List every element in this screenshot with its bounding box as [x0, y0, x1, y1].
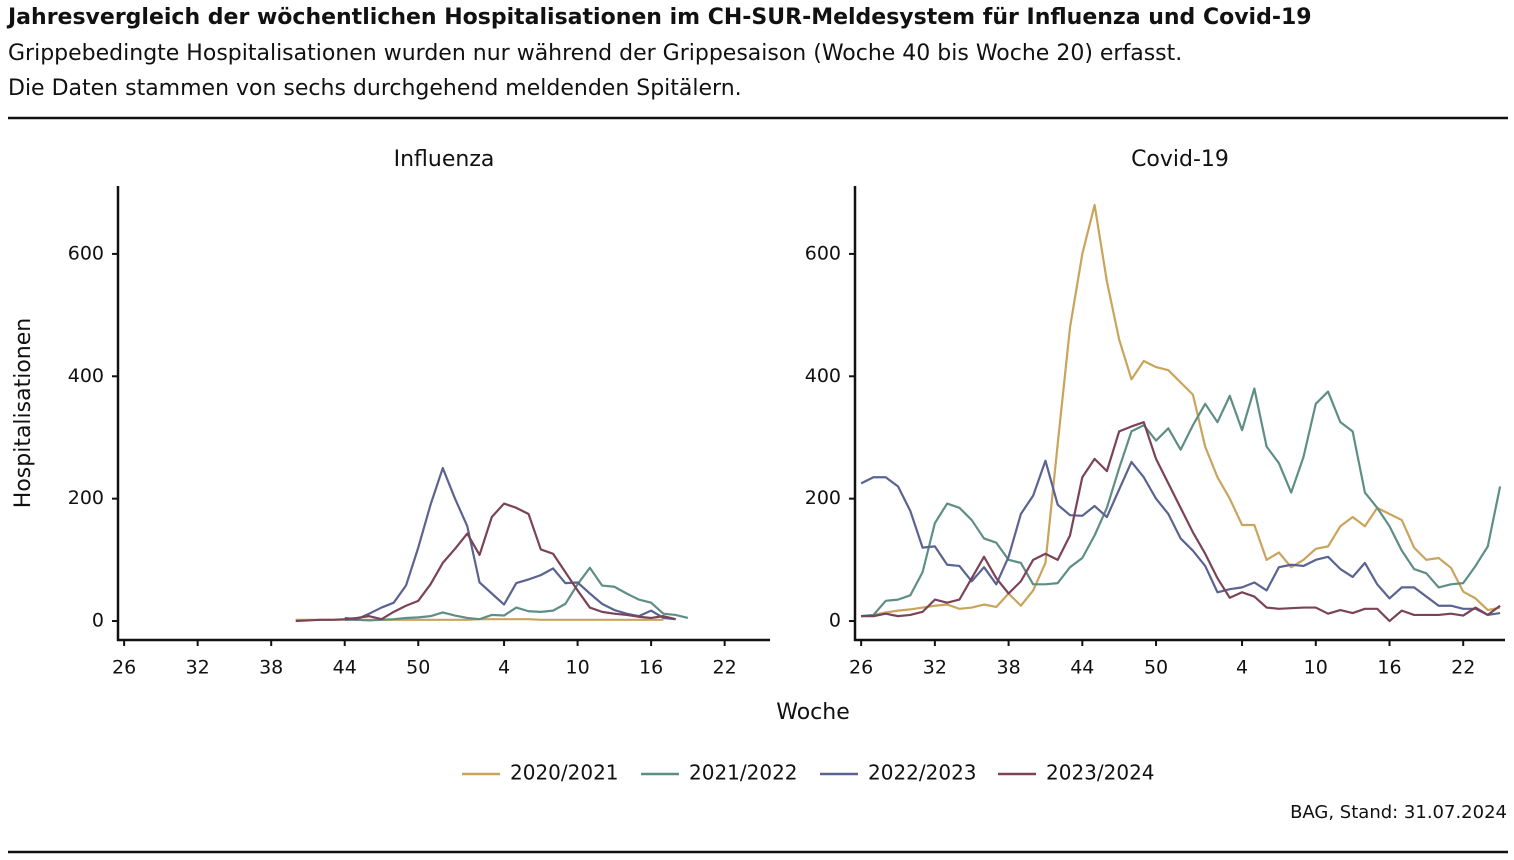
y-tick-label: 400	[805, 365, 841, 387]
y-tick-label: 200	[68, 487, 104, 509]
x-tick-label: 50	[406, 657, 430, 679]
series-line	[861, 421, 1501, 623]
legend-label: 2021/2022	[689, 761, 798, 785]
series-line	[344, 466, 676, 621]
x-tick-label: 16	[1377, 657, 1401, 679]
y-tick-label: 600	[805, 242, 841, 264]
x-tick-label: 32	[923, 657, 947, 679]
x-tick-label: 26	[849, 657, 873, 679]
y-axis-label: Hospitalisationen	[11, 318, 36, 508]
legend-label: 2022/2023	[868, 761, 977, 785]
panel-title: Covid-19	[1131, 147, 1229, 172]
subtitle: Grippebedingte Hospitalisationen wurden …	[8, 41, 1182, 66]
x-tick-label: 44	[333, 657, 357, 679]
x-axis-label: Woche	[776, 700, 850, 725]
x-tick-label: 4	[1236, 657, 1248, 679]
series-line	[344, 566, 689, 622]
panel-title: Influenza	[394, 147, 495, 172]
y-tick-label: 400	[68, 365, 104, 387]
y-tick-label: 0	[829, 610, 841, 632]
series-line	[860, 459, 1501, 617]
series-line	[861, 387, 1502, 618]
x-tick-label: 16	[639, 657, 663, 679]
x-tick-label: 10	[1304, 657, 1328, 679]
source: BAG, Stand: 31.07.2024	[1290, 802, 1507, 823]
y-tick-label: 600	[68, 242, 104, 264]
x-tick-label: 10	[565, 657, 589, 679]
x-tick-label: 38	[996, 657, 1020, 679]
x-tick-label: 26	[112, 657, 136, 679]
x-tick-label: 44	[1070, 657, 1094, 679]
x-tick-label: 22	[713, 657, 737, 679]
x-tick-label: 4	[498, 657, 510, 679]
x-tick-label: 50	[1144, 657, 1168, 679]
chart-title: Jahresvergleich der wöchentlichen Hospit…	[6, 5, 1312, 30]
series-line	[861, 203, 1501, 618]
subtitle: Die Daten stammen von sechs durchgehend …	[8, 76, 742, 101]
x-tick-label: 38	[259, 657, 283, 679]
series-line	[295, 502, 676, 623]
y-tick-label: 200	[805, 487, 841, 509]
x-tick-label: 32	[186, 657, 210, 679]
x-tick-label: 22	[1451, 657, 1475, 679]
legend-label: 2023/2024	[1046, 761, 1155, 785]
y-tick-label: 0	[92, 610, 104, 632]
legend-label: 2020/2021	[510, 761, 619, 785]
